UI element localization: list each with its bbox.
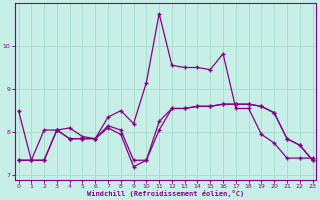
- X-axis label: Windchill (Refroidissement éolien,°C): Windchill (Refroidissement éolien,°C): [87, 190, 244, 197]
